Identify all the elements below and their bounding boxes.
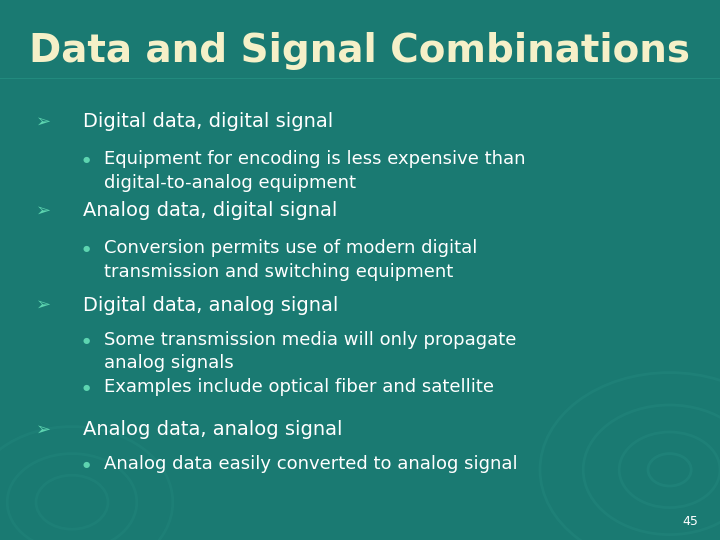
Text: ●: ● bbox=[83, 155, 90, 164]
Text: ●: ● bbox=[83, 460, 90, 469]
Text: ➢: ➢ bbox=[36, 112, 51, 131]
Text: Analog data, analog signal: Analog data, analog signal bbox=[83, 420, 342, 439]
Text: Some transmission media will only propagate: Some transmission media will only propag… bbox=[104, 331, 517, 349]
Text: analog signals: analog signals bbox=[104, 354, 234, 373]
Text: Conversion permits use of modern digital: Conversion permits use of modern digital bbox=[104, 239, 478, 258]
Text: 45: 45 bbox=[683, 515, 698, 528]
Text: transmission and switching equipment: transmission and switching equipment bbox=[104, 262, 454, 281]
Text: ➢: ➢ bbox=[36, 296, 51, 314]
Text: ●: ● bbox=[83, 336, 90, 345]
Text: ➢: ➢ bbox=[36, 201, 51, 220]
Text: Data and Signal Combinations: Data and Signal Combinations bbox=[29, 32, 690, 70]
Text: Analog data, digital signal: Analog data, digital signal bbox=[83, 201, 337, 220]
Text: Digital data, digital signal: Digital data, digital signal bbox=[83, 112, 333, 131]
Text: Equipment for encoding is less expensive than: Equipment for encoding is less expensive… bbox=[104, 150, 526, 168]
Text: Analog data easily converted to analog signal: Analog data easily converted to analog s… bbox=[104, 455, 518, 474]
Text: Examples include optical fiber and satellite: Examples include optical fiber and satel… bbox=[104, 378, 495, 396]
Text: ➢: ➢ bbox=[36, 420, 51, 438]
Text: digital-to-analog equipment: digital-to-analog equipment bbox=[104, 173, 356, 192]
Text: ●: ● bbox=[83, 244, 90, 253]
Text: ●: ● bbox=[83, 383, 90, 391]
Text: Digital data, analog signal: Digital data, analog signal bbox=[83, 295, 338, 315]
